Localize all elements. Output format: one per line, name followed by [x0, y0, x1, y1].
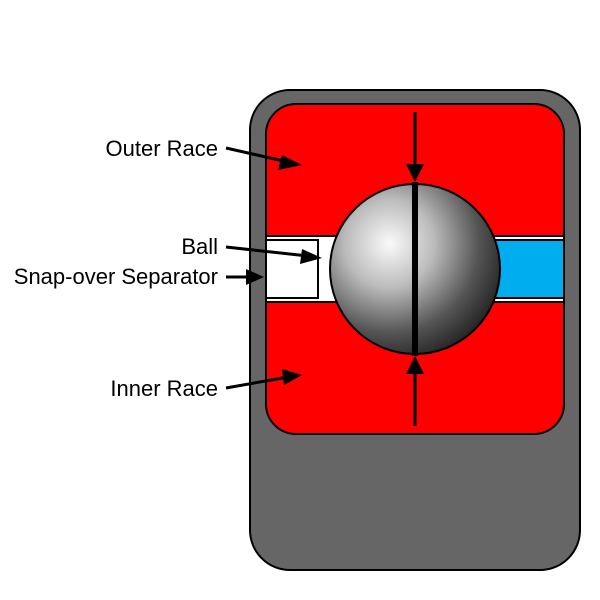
bearing-diagram	[0, 0, 600, 600]
label-separator: Snap-over Separator	[0, 264, 218, 290]
label-ball: Ball	[0, 234, 218, 260]
separator-right	[494, 240, 564, 298]
label-outer-race: Outer Race	[0, 136, 218, 162]
label-inner-race: Inner Race	[0, 376, 218, 402]
separator-left	[266, 240, 318, 298]
